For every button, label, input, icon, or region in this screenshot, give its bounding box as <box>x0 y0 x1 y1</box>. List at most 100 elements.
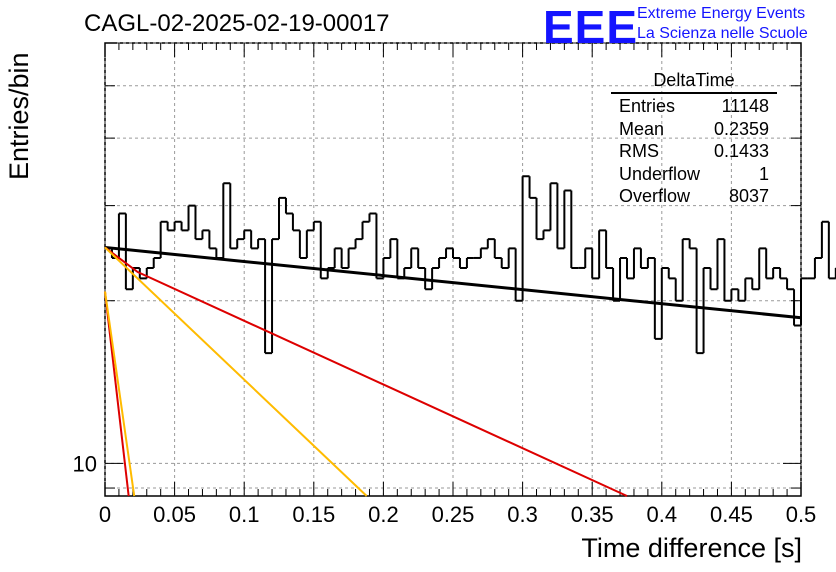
histogram-bin <box>410 247 419 268</box>
histogram-bin <box>674 278 683 302</box>
histogram-bin <box>507 247 516 268</box>
histogram-bin <box>166 221 175 232</box>
fit-curve-red <box>104 246 628 497</box>
stats-value: 1 <box>758 163 769 184</box>
histogram-bin <box>194 205 203 241</box>
histogram-bin <box>438 256 447 268</box>
histogram-bin <box>124 213 133 291</box>
fit-curve-orange <box>104 291 136 497</box>
histogram-bin <box>479 247 488 258</box>
histogram-bin <box>521 175 530 301</box>
x-tick-label: 0.3 <box>507 502 538 527</box>
histogram-bin <box>612 267 621 302</box>
stats-label: RMS <box>619 141 659 161</box>
x-tick-label: 0.25 <box>432 502 475 527</box>
stats-row-entries: Entries 11148 <box>611 95 777 118</box>
histogram-bin <box>820 220 829 258</box>
histogram-bin <box>368 212 377 222</box>
histogram-bin <box>639 248 648 269</box>
histogram-bin <box>813 256 822 279</box>
histogram-bin <box>667 267 676 280</box>
histogram-bin <box>737 289 746 302</box>
fit-curve-orange <box>104 246 368 497</box>
stats-row-underflow: Underflow 1 <box>611 163 777 186</box>
histogram-bin <box>257 238 266 249</box>
eee-logo: EEE <box>543 1 639 53</box>
x-tick-label: 0.35 <box>571 502 614 527</box>
histogram-bin <box>786 278 795 291</box>
histogram-bin <box>723 239 732 302</box>
histogram-bin <box>187 204 196 231</box>
stats-label: Overflow <box>619 186 691 206</box>
histogram-bin <box>500 257 509 269</box>
logo-subtitle: Extreme Energy Events La Scienza nelle S… <box>637 4 808 44</box>
histogram-bin <box>716 238 725 290</box>
histogram-bin <box>549 182 558 231</box>
histogram-bin <box>765 248 774 280</box>
histogram-bin <box>744 277 753 301</box>
fit-curves <box>104 245 802 497</box>
histogram-bin <box>528 176 537 199</box>
histogram-bars <box>105 175 836 355</box>
x-tick-label: 0.5 <box>786 502 817 527</box>
y-tick-label: 10 <box>73 451 97 476</box>
histogram-bin <box>827 221 836 280</box>
histogram-bin <box>305 229 314 258</box>
histogram-bin <box>284 197 293 215</box>
stats-row-mean: Mean 0.2359 <box>611 118 777 141</box>
histogram-bin <box>291 213 300 232</box>
stats-label: Underflow <box>619 163 701 184</box>
histogram-bin <box>646 256 655 268</box>
histogram-bin <box>229 183 238 250</box>
histogram-bin <box>278 196 286 240</box>
stats-title: DeltaTime <box>611 70 777 94</box>
histogram-bin <box>591 248 600 280</box>
histogram-bin <box>793 289 801 327</box>
histogram-bin <box>264 239 273 355</box>
histogram-bin <box>772 266 781 279</box>
run-title: CAGL-02-2025-02-19-00017 <box>84 10 390 37</box>
stats-box: DeltaTime Entries 11148 Mean 0.2359 RMS … <box>611 70 777 208</box>
histogram-bin <box>396 239 405 280</box>
histogram-bin <box>458 257 467 269</box>
logo-line-2: La Scienza nelle Scuole <box>637 25 808 42</box>
histogram-bin <box>375 213 384 280</box>
x-tick-label: 0.15 <box>292 502 335 527</box>
stats-value: 0.1433 <box>713 141 769 161</box>
histogram-bin <box>431 266 440 290</box>
histogram-bin <box>584 247 593 268</box>
logo-line-1: Extreme Energy Events <box>637 5 806 22</box>
histogram-bin <box>688 239 697 250</box>
x-tick-label: 0.4 <box>647 502 678 527</box>
histogram-bin <box>180 221 189 232</box>
histogram-bin <box>800 277 808 326</box>
histogram-bin <box>347 247 356 268</box>
histogram-bin <box>779 267 788 280</box>
histogram-bin <box>730 288 739 301</box>
histogram-bin <box>201 229 210 240</box>
histogram-bin <box>417 248 426 269</box>
histogram-bin <box>570 190 579 269</box>
histogram-bin <box>250 230 259 250</box>
histogram-bin <box>222 182 231 258</box>
histogram-bin <box>709 267 718 291</box>
histogram-bin <box>751 278 760 291</box>
axis-ticks <box>104 42 802 496</box>
histogram-bin <box>298 230 307 259</box>
stats-row-overflow: Overflow 8037 <box>611 185 777 208</box>
histogram-bin <box>535 197 544 241</box>
histogram-bin <box>632 247 641 279</box>
histogram-bin <box>117 212 126 258</box>
histogram-bin <box>340 248 349 269</box>
histogram-bin <box>758 247 767 290</box>
histogram-bin <box>681 238 690 301</box>
histogram-bin <box>354 238 363 249</box>
histogram-bin <box>695 248 704 355</box>
tick-labels: 0 0.05 0.1 0.15 0.2 0.25 0.3 0.35 0.4 0.45 0.5 10 <box>73 451 817 527</box>
histogram-bin <box>243 229 252 240</box>
histogram-bin <box>333 247 342 268</box>
fit-curve-black <box>104 245 802 320</box>
histogram-bin <box>389 238 398 258</box>
stats-value: 0.2359 <box>713 118 769 139</box>
